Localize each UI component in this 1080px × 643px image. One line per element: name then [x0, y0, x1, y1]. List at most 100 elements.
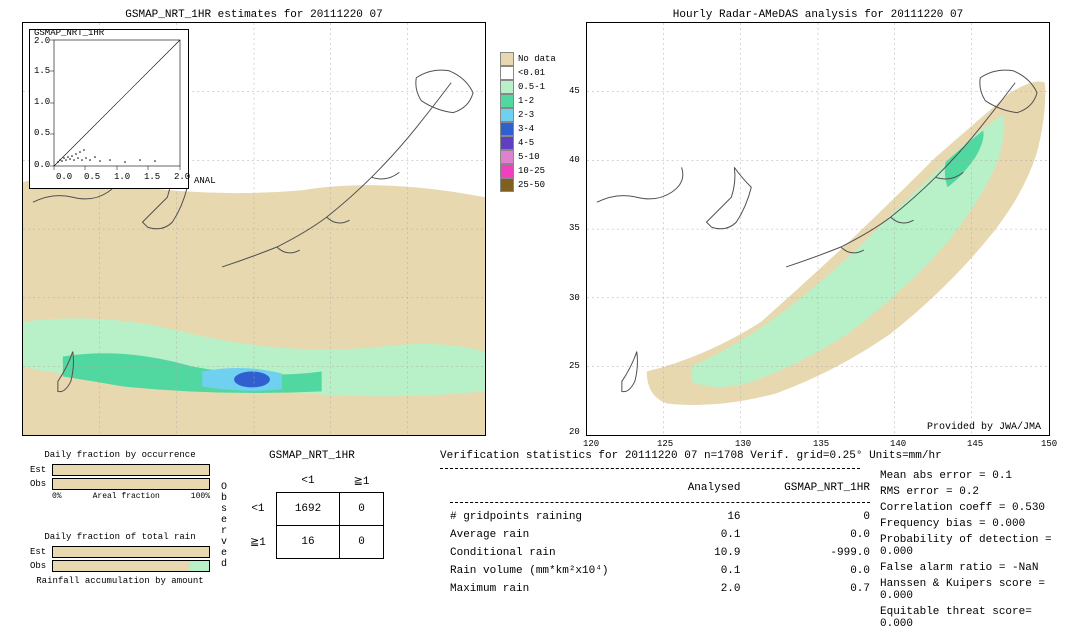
- total-caption: Rainfall accumulation by amount: [30, 576, 210, 586]
- legend-swatch: [500, 164, 514, 178]
- legend-row: 3-4: [500, 122, 556, 136]
- ct-22: 0: [340, 526, 384, 559]
- sy1: 0.5: [34, 128, 50, 138]
- st-cm: GSMAP_NRT_1HR: [751, 480, 878, 496]
- right-map-panel: Hourly Radar-AMeDAS analysis for 2011122…: [586, 22, 1050, 436]
- right-map-title: Hourly Radar-AMeDAS analysis for 2011122…: [587, 9, 1049, 21]
- ct-r2: ≧1: [240, 526, 276, 559]
- legend-swatch: [500, 178, 514, 192]
- tot-obs-label: Obs: [30, 561, 52, 571]
- ct-c1: <1: [276, 470, 339, 493]
- stats-metric: RMS error = 0.2: [880, 484, 1070, 500]
- provided-by: Provided by JWA/JMA: [927, 422, 1041, 433]
- sy2: 1.0: [34, 97, 50, 107]
- legend-row: 25-50: [500, 178, 556, 192]
- color-legend: No data <0.01 0.5-1 1-2 2-3 3-4 4-5 5-10 10-25 25…: [500, 52, 556, 192]
- ct-c2: ≧1: [340, 470, 384, 493]
- sx4: 2.0: [174, 172, 190, 182]
- stats-metric: Frequency bias = 0.000: [880, 516, 1070, 532]
- scatter-inset: GSMAP_NRT_1HR 0.0 0.5 1.0 1.5 2.0 0.0 0.…: [29, 29, 189, 189]
- legend-label: 5-10: [518, 152, 540, 162]
- left-map-title: GSMAP_NRT_1HR estimates for 20111220 07: [23, 9, 485, 21]
- legend-label: <0.01: [518, 68, 545, 78]
- lat5: 45: [569, 86, 580, 96]
- scatter-xlabel: ANAL: [194, 176, 216, 186]
- lat3: 35: [569, 223, 580, 233]
- lon2: 130: [735, 439, 751, 449]
- occ-est-label: Est: [30, 465, 52, 475]
- sx2: 1.0: [114, 172, 130, 182]
- legend-swatch: [500, 66, 514, 80]
- lon0: 120: [583, 439, 599, 449]
- contingency-panel: GSMAP_NRT_1HR <1 ≧1 <1 1692 0 ≧1 16 0: [240, 450, 384, 559]
- stats-row: Average rain0.10.0: [442, 527, 878, 543]
- lat0: 20: [569, 427, 580, 437]
- legend-label: 3-4: [518, 124, 534, 134]
- legend-row: 10-25: [500, 164, 556, 178]
- legend-row: 0.5-1: [500, 80, 556, 94]
- legend-row: 5-10: [500, 150, 556, 164]
- legend-label: 2-3: [518, 110, 534, 120]
- stats-row: Maximum rain2.00.7: [442, 581, 878, 597]
- legend-row: No data: [500, 52, 556, 66]
- lat4: 40: [569, 155, 580, 165]
- sx0: 0.0: [56, 172, 72, 182]
- legend-row: 1-2: [500, 94, 556, 108]
- sy0: 0.0: [34, 160, 50, 170]
- ct-12: 0: [340, 493, 384, 526]
- sx3: 1.5: [144, 172, 160, 182]
- legend-label: 0.5-1: [518, 82, 545, 92]
- occ-obs-label: Obs: [30, 479, 52, 489]
- legend-swatch: [500, 150, 514, 164]
- legend-swatch: [500, 136, 514, 150]
- daily-total-panel: Daily fraction of total rain Est Obs Rai…: [30, 532, 210, 590]
- legend-swatch: [500, 94, 514, 108]
- occ-axr: 100%: [191, 492, 210, 501]
- legend-label: 10-25: [518, 166, 545, 176]
- ct-r1: <1: [240, 493, 276, 526]
- legend-label: 1-2: [518, 96, 534, 106]
- legend-row: 2-3: [500, 108, 556, 122]
- legend-row: 4-5: [500, 136, 556, 150]
- sx1: 0.5: [84, 172, 100, 182]
- stats-metric: Probability of detection = 0.000: [880, 532, 1070, 560]
- stats-right-panel: Mean abs error = 0.1RMS error = 0.2Corre…: [880, 468, 1070, 632]
- legend-swatch: [500, 122, 514, 136]
- stats-header: Verification statistics for 20111220 07 …: [440, 450, 942, 462]
- legend-row: <0.01: [500, 66, 556, 80]
- lon5: 145: [967, 439, 983, 449]
- observed-label: Observed: [218, 482, 230, 570]
- stats-row: Rain volume (mm*km²x10⁴)0.10.0: [442, 563, 878, 579]
- occ-axl: 0%: [52, 492, 62, 501]
- contingency-table: <1 ≧1 <1 1692 0 ≧1 16 0: [240, 470, 384, 559]
- lon6: 150: [1041, 439, 1057, 449]
- lon1: 125: [657, 439, 673, 449]
- ct-21: 16: [276, 526, 339, 559]
- dash1: [440, 468, 860, 469]
- stats-metric: Mean abs error = 0.1: [880, 468, 1070, 484]
- sy4: 2.0: [34, 36, 50, 46]
- right-map-svg: [587, 23, 1049, 435]
- tot-est-label: Est: [30, 547, 52, 557]
- ct-11: 1692: [276, 493, 339, 526]
- legend-label: No data: [518, 54, 556, 64]
- lat2: 30: [569, 293, 580, 303]
- stats-row: # gridpoints raining160: [442, 509, 878, 525]
- conting-title: GSMAP_NRT_1HR: [240, 450, 384, 462]
- daily-occurrence-panel: Daily fraction by occurrence Est Obs 0% …: [30, 450, 210, 501]
- stats-metric: Hanssen & Kuipers score = 0.000: [880, 576, 1070, 604]
- stats-metric: False alarm ratio = -NaN: [880, 560, 1070, 576]
- lat1: 25: [569, 361, 580, 371]
- legend-swatch: [500, 80, 514, 94]
- left-map-panel: GSMAP_NRT_1HR estimates for 20111220 07: [22, 22, 486, 436]
- stats-row: Conditional rain10.9-999.0: [442, 545, 878, 561]
- legend-swatch: [500, 52, 514, 66]
- legend-label: 4-5: [518, 138, 534, 148]
- legend-label: 25-50: [518, 180, 545, 190]
- st-ca: Analysed: [662, 480, 748, 496]
- lon3: 135: [813, 439, 829, 449]
- lon4: 140: [890, 439, 906, 449]
- occ-axm: Areal fraction: [93, 492, 160, 501]
- dash2: [450, 502, 870, 503]
- occ-title: Daily fraction by occurrence: [30, 450, 210, 460]
